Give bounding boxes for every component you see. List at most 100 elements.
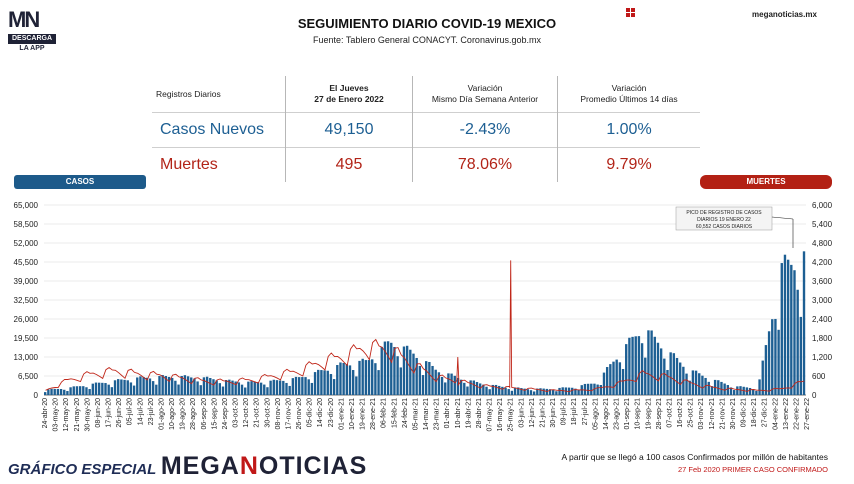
y-tick-right: 0 [812, 391, 817, 400]
cases-bar [507, 389, 510, 395]
footer-logo-text: MEGANOTICIAS [161, 452, 367, 480]
x-tick-label: 14-ago-21 [603, 398, 610, 430]
cases-bar [548, 389, 552, 395]
cases-bar [704, 377, 707, 395]
annotation-leader [771, 216, 794, 220]
cases-bar [558, 387, 561, 395]
cases-bar [88, 389, 91, 395]
deaths-row: Muertes 495 78.06% 9.79% [152, 147, 700, 182]
cases-bar [691, 370, 695, 395]
cases-bar [736, 386, 739, 395]
cases-bar [256, 382, 260, 395]
cases-bar [228, 379, 231, 395]
cases-bar [469, 380, 472, 395]
cases-bar [463, 382, 466, 395]
x-tick-label: 06-sep-20 [201, 398, 208, 430]
cases-bar [621, 369, 625, 395]
y-tick-right: 3,600 [812, 277, 833, 286]
cases-bar [726, 385, 729, 395]
footer-note-first-case: 27 Feb 2020 PRIMER CASO CONFIRMADO [677, 465, 828, 474]
x-tick-label: 19-ago-20 [180, 398, 187, 430]
cases-bar [69, 387, 72, 395]
y-tick-left: 58,500 [14, 220, 39, 229]
cases-bar [82, 386, 85, 395]
x-tick-label: 21-may-20 [74, 398, 81, 432]
cases-bar [774, 318, 777, 395]
x-tick-label: 15-feb-21 [391, 398, 398, 428]
cases-bar [158, 376, 161, 395]
x-tick-label: 21-oct-20 [254, 398, 261, 428]
cases-bar [263, 384, 266, 395]
cases-bar [459, 379, 463, 395]
cases-bar [101, 382, 104, 395]
x-tick-label: 28-abr-21 [476, 398, 483, 428]
x-tick-label: 30-oct-20 [264, 398, 271, 428]
cases-bar [539, 388, 542, 395]
y-tick-left: 65,000 [14, 201, 39, 210]
cases-bar [367, 360, 371, 395]
x-tick-label: 19-abr-21 [465, 398, 472, 428]
cases-bar [313, 372, 317, 395]
logo-la-app-label: LA APP [19, 45, 45, 52]
cases-bar [186, 376, 190, 395]
x-tick-label: 12-nov-21 [709, 398, 716, 430]
cases-bar [431, 365, 434, 395]
cases-bar [294, 376, 298, 395]
data-source: Fuente: Tablero General CONACYT. Coronav… [313, 35, 541, 45]
cases-bar [199, 385, 202, 395]
cases-bar [802, 251, 806, 395]
cases-bar [475, 382, 479, 395]
cases-bar [437, 372, 441, 395]
cases-bar [336, 365, 339, 395]
cases-bar [148, 378, 152, 395]
cases-bar [56, 388, 60, 395]
x-tick-label: 09-jul-21 [561, 398, 568, 425]
x-tick-label: 14-jul-20 [137, 398, 144, 425]
cases-bar [532, 391, 536, 395]
cases-bar [415, 357, 418, 395]
cases-bar [758, 379, 761, 395]
x-tick-label: 17-nov-20 [285, 398, 292, 430]
cases-bar [332, 379, 336, 395]
cases-bar [374, 363, 377, 395]
cases-bar [628, 337, 631, 395]
cases-bar [732, 390, 736, 395]
cases-bar [456, 377, 460, 395]
cases-bar [396, 356, 399, 395]
cases-bar [355, 376, 358, 395]
cases-bar [132, 385, 136, 395]
x-tick-label: 24-abr-20 [42, 398, 49, 428]
cases-bar [348, 365, 352, 395]
cases-bar [510, 390, 514, 395]
x-tick-label: 23-dic-20 [328, 398, 335, 427]
cases-bar [72, 386, 75, 395]
cases-bar [240, 384, 244, 395]
cases-bar [577, 389, 580, 395]
cases-bar [180, 376, 183, 395]
cases-bar [50, 388, 53, 395]
x-tick-label: 05-mar-21 [412, 398, 419, 430]
cases-bar [164, 376, 168, 395]
cases-bar [155, 384, 158, 395]
cases-bar [764, 345, 768, 395]
meganoticias-app-logo: MN DESCARGA LA APP [8, 8, 56, 54]
cases-bar [720, 381, 723, 395]
x-tick-label: 16-oct-21 [677, 398, 684, 428]
deaths-var-week: 78.06% [412, 147, 558, 182]
x-tick-label: 10-sep-21 [635, 398, 642, 430]
cases-bar [383, 341, 387, 395]
x-tick-label: 25-oct-21 [688, 398, 695, 428]
cases-bar [659, 348, 663, 395]
cases-bar [491, 384, 495, 395]
cases-bar [364, 360, 368, 395]
cases-bar [75, 386, 79, 395]
footer-brand: GRÁFICO ESPECIAL MEGANOTICIAS [8, 452, 367, 480]
cases-bar [679, 362, 682, 395]
x-tick-label: 19-sep-21 [645, 398, 652, 430]
cases-bar [47, 389, 50, 395]
x-tick-label: 14-dic-20 [317, 398, 324, 427]
y-tick-right: 2,400 [812, 315, 833, 324]
cases-bar [478, 383, 482, 395]
y-tick-right: 1,200 [812, 353, 833, 362]
cases-bar [97, 382, 101, 395]
